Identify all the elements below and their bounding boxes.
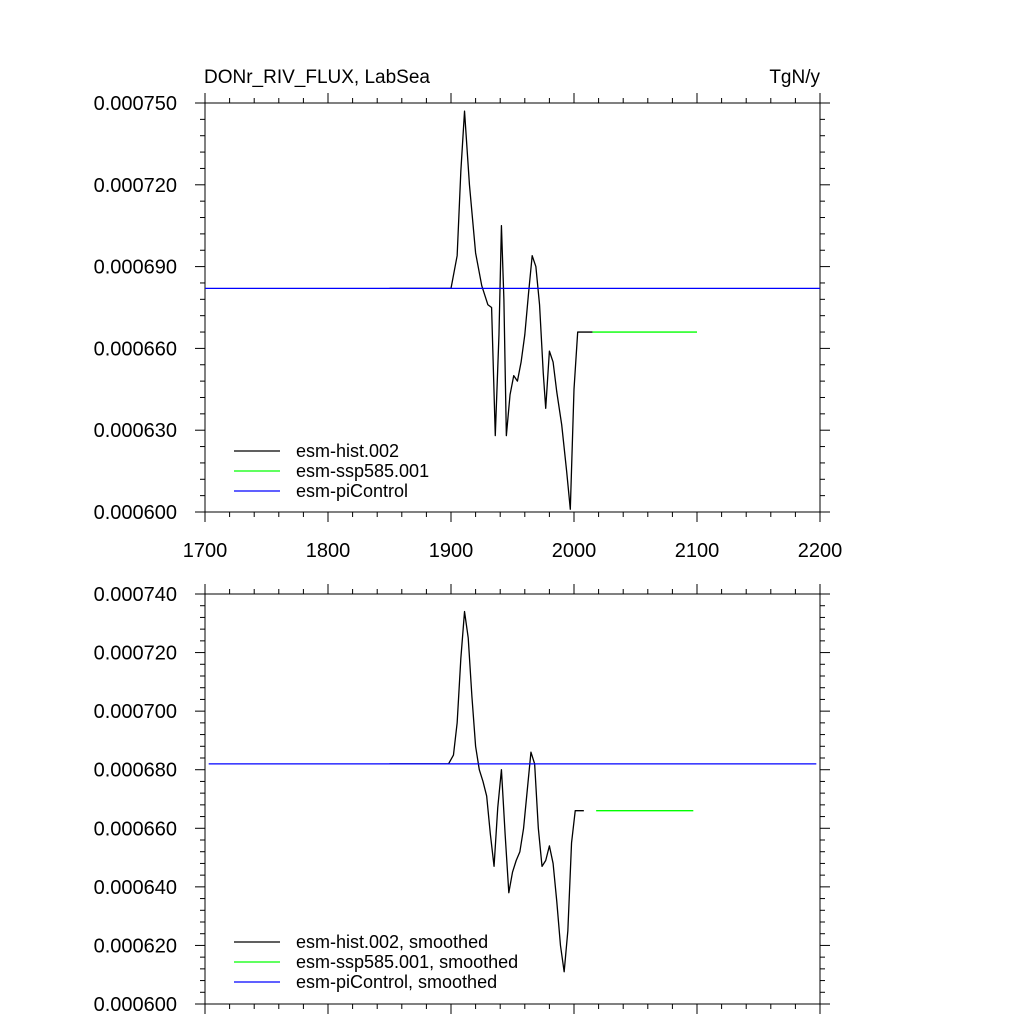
legend-label: esm-ssp585.001, smoothed [296,952,518,972]
y-tick-label: 0.000720 [94,175,177,197]
bottom-panel-series [208,610,817,973]
y-tick-label: 0.000680 [94,760,177,782]
plot-frame [204,102,821,513]
legend-label: esm-hist.002 [296,441,399,461]
top-panel-series [205,110,820,510]
legend-label: esm-piControl, smoothed [296,972,497,992]
units-label: TgN/y [769,67,820,88]
y-tick-label: 0.000600 [94,994,177,1016]
top-panel: DONr_RIV_FLUX, LabSea TgN/y esm-hist.002… [94,67,843,562]
top-panel-tick-labels: 1700 1800 1900 2000 2100 2200 0.000600 0.000630… [94,93,843,562]
series-line-0 [389,610,584,973]
y-tick-label: 0.000630 [94,420,177,442]
legend-label: esm-piControl [296,481,408,501]
x-tick-label: 1700 [183,540,228,562]
x-tick-label: 1800 [306,540,351,562]
y-tick-label: 0.000750 [94,93,177,115]
y-tick-label: 0.000720 [94,643,177,665]
y-tick-label: 0.000740 [94,584,177,606]
x-tick-label: 1900 [429,540,474,562]
bottom-panel-tick-labels: 0.000600 0.000620 0.000640 0.000660 0.000680… [94,584,177,1016]
legend-label: esm-ssp585.001 [296,461,429,481]
y-tick-label: 0.000600 [94,502,177,524]
top-panel-ticks [195,93,830,522]
x-tick-label: 2100 [675,540,720,562]
x-tick-label: 2200 [798,540,843,562]
x-tick-label: 2000 [552,540,597,562]
y-tick-label: 0.000620 [94,935,177,957]
plot-frame [204,593,821,1005]
y-tick-label: 0.000640 [94,877,177,899]
y-tick-label: 0.000690 [94,257,177,279]
bottom-panel-ticks [195,584,830,1014]
y-tick-label: 0.000660 [94,818,177,840]
y-tick-label: 0.000700 [94,701,177,723]
y-tick-label: 0.000660 [94,338,177,360]
chart-title: DONr_RIV_FLUX, LabSea [204,67,430,88]
series-line-0 [389,110,593,510]
legend-label: esm-hist.002, smoothed [296,932,488,952]
